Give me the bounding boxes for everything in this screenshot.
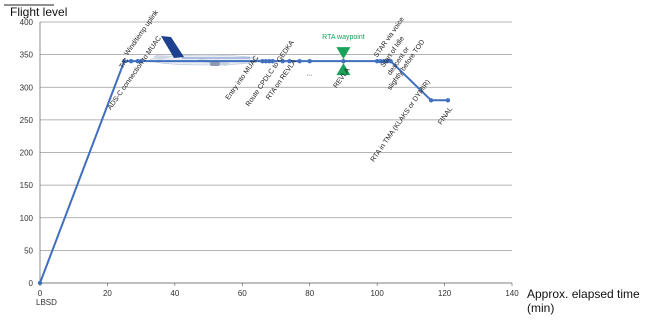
data-point — [267, 58, 272, 64]
y-tick-label: 300 — [20, 83, 34, 92]
data-point — [128, 58, 134, 64]
x-tick-label: 60 — [238, 289, 247, 298]
grid — [40, 21, 512, 251]
annotation-label: FINAL — [437, 106, 454, 126]
x-tick-label: 100 — [370, 289, 384, 298]
y-axis: 0 50 100 150 200 250 300 350 400 — [20, 18, 41, 288]
x-tick-label: 80 — [305, 289, 314, 298]
data-point — [374, 58, 380, 64]
data-point — [260, 58, 265, 64]
rta-marker-top — [336, 47, 351, 60]
data-point — [37, 280, 43, 286]
annotation-label: ... — [306, 71, 312, 78]
x-tick-label: 20 — [103, 289, 112, 298]
annotation-label: RTA in TMA (KLAKS or DYMIR) — [370, 79, 432, 164]
data-point — [385, 58, 390, 64]
annotation-label: T/C — [119, 57, 131, 70]
aircraft-icon — [149, 36, 261, 66]
data-point — [378, 58, 383, 64]
rta-marker: RTA waypoint — [322, 34, 365, 76]
rta-label: RTA waypoint — [322, 34, 365, 41]
y-tick-label: 0 — [29, 279, 34, 288]
x-tick-label: 0 — [38, 289, 43, 298]
data-point — [297, 58, 302, 64]
y-tick-label: 100 — [20, 214, 34, 223]
data-point — [381, 58, 387, 64]
data-point — [341, 58, 346, 64]
y-tick-label: 400 — [20, 18, 34, 27]
y-tick-label: 150 — [20, 181, 34, 190]
data-point — [428, 98, 434, 103]
data-point — [135, 58, 140, 64]
data-point — [263, 58, 269, 64]
data-point — [445, 98, 451, 103]
x-axis-title-line2: (min) — [527, 301, 554, 315]
x-tick-label: 40 — [170, 289, 179, 298]
y-tick-label: 200 — [20, 149, 34, 158]
y-axis-title: Flight level — [10, 5, 67, 19]
rta-marker-bottom — [336, 63, 351, 76]
x-axis: 0 20 40 60 80 100 120 140 LBSD — [36, 282, 519, 307]
data-point — [122, 58, 127, 64]
data-point — [307, 58, 312, 64]
data-line — [37, 58, 451, 286]
x-tick-label: 140 — [505, 289, 519, 298]
y-tick-label: 250 — [20, 116, 34, 125]
data-point — [280, 58, 285, 64]
y-tick-label: 50 — [24, 246, 33, 255]
data-point — [388, 58, 393, 64]
x-axis-title-line1: Approx. elapsed time — [527, 287, 640, 301]
data-point — [287, 58, 292, 64]
origin-label: LBSD — [36, 298, 57, 307]
y-tick-label: 350 — [20, 51, 34, 60]
x-tick-label: 120 — [438, 289, 452, 298]
data-point — [138, 58, 144, 64]
series-line — [39, 60, 448, 284]
data-point — [270, 58, 275, 64]
